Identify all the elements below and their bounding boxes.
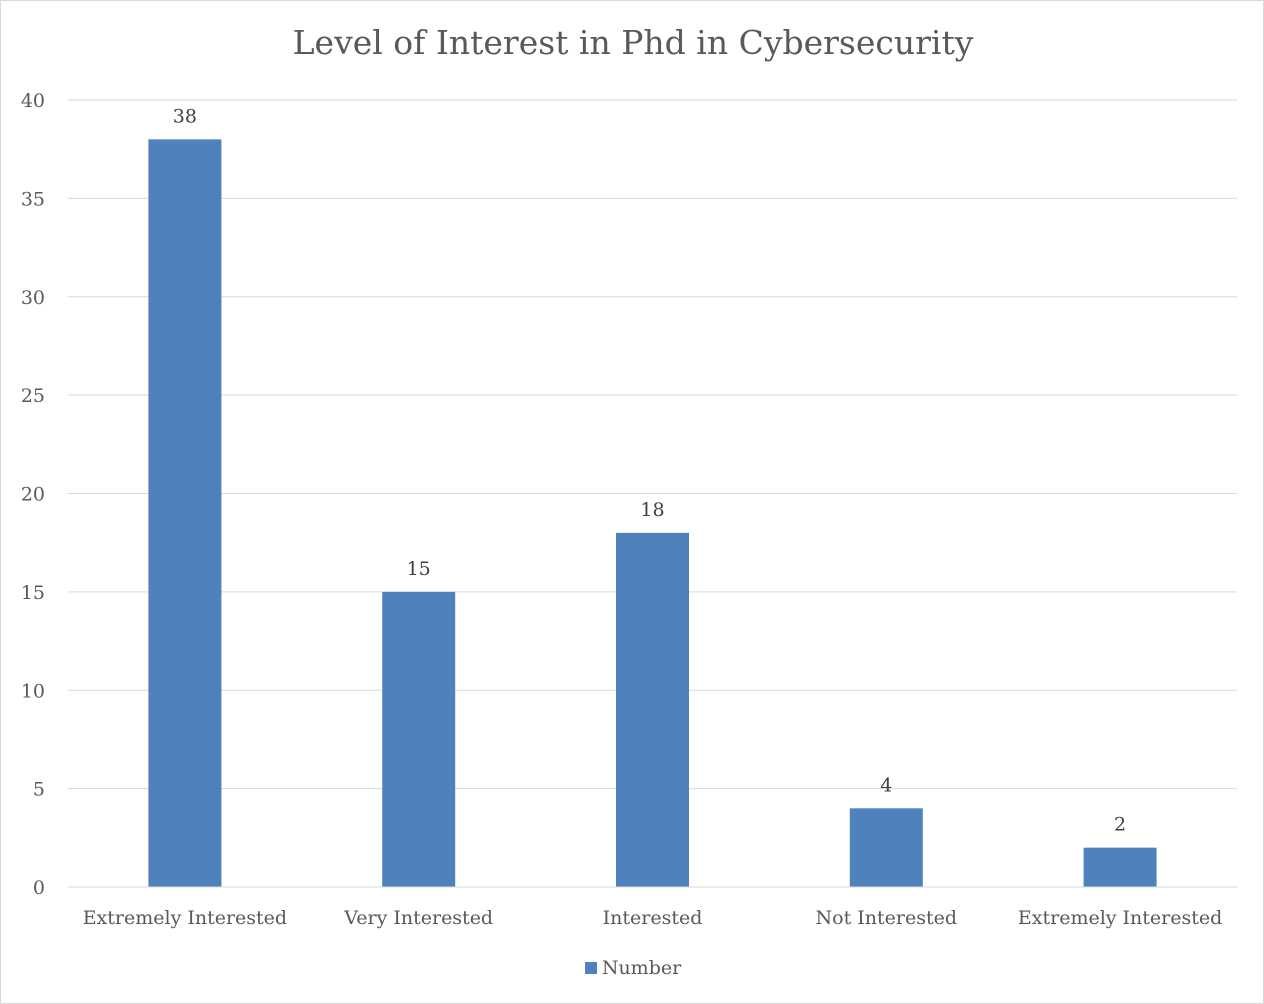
bar-value-label: 38: [173, 105, 197, 127]
legend-swatch: [584, 962, 597, 974]
x-tick-label: Interested: [603, 907, 703, 929]
y-tick-label: 40: [21, 90, 45, 112]
bar: [1083, 847, 1157, 887]
legend: Number: [1, 957, 1264, 979]
bar-value-label: 2: [1114, 814, 1126, 836]
y-tick-label: 25: [21, 385, 45, 407]
bar-value-label: 15: [407, 558, 431, 580]
y-tick-label: 15: [21, 582, 45, 604]
y-tick-label: 20: [21, 484, 45, 506]
bar: [616, 532, 689, 887]
y-tick-label: 30: [21, 287, 45, 309]
y-tick-label: 0: [33, 877, 45, 899]
bar: [148, 139, 222, 888]
bar-value-label: 4: [880, 774, 892, 796]
y-tick-label: 5: [33, 779, 45, 801]
x-tick-label: Extremely Interested: [1018, 907, 1222, 929]
bar: [849, 808, 923, 887]
bar-value-label: 18: [640, 499, 664, 521]
legend-label: Number: [601, 957, 682, 979]
x-tick-label: Extremely Interested: [83, 907, 287, 929]
y-tick-label: 35: [21, 188, 45, 210]
chart-title: Level of Interest in Phd in Cybersecurit…: [292, 23, 974, 62]
y-tick-label: 10: [21, 680, 45, 702]
x-tick-label: Very Interested: [343, 907, 493, 929]
x-tick-label: Not Interested: [816, 907, 957, 929]
bar: [382, 591, 456, 887]
